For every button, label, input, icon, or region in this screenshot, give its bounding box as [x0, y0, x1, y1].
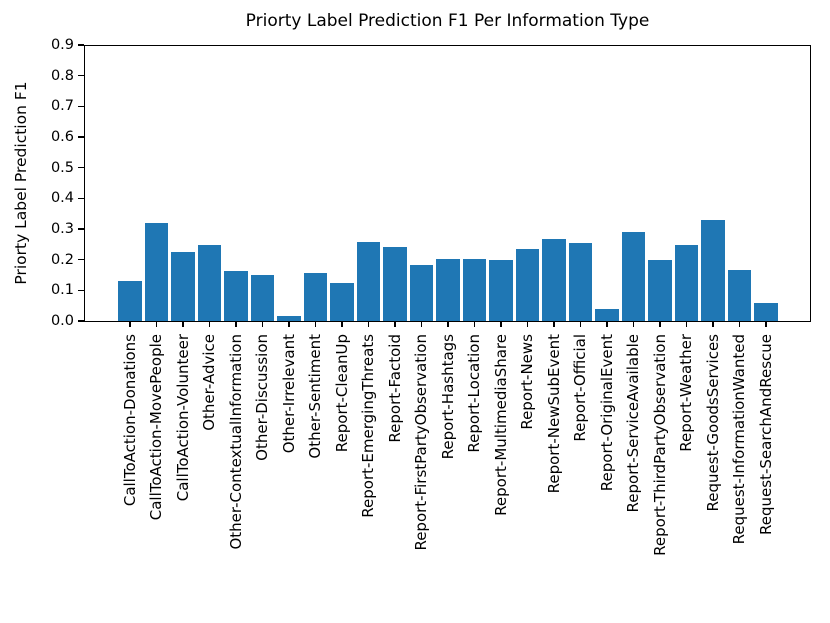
x-tick-mark	[182, 321, 184, 327]
x-tick-label: Request-GoodsServices	[703, 334, 722, 512]
x-tick-label: Request-SearchAndRescue	[756, 334, 775, 535]
bar	[303, 272, 328, 321]
x-tick-mark	[553, 321, 555, 327]
bar	[542, 238, 566, 321]
y-tick-label: 0.6	[50, 129, 74, 145]
bar	[727, 270, 752, 321]
y-tick-mark	[78, 228, 84, 230]
x-tick-mark	[367, 321, 370, 327]
bar	[409, 265, 434, 321]
bar	[489, 259, 513, 321]
bar	[197, 244, 222, 321]
y-tick-label: 0.3	[50, 221, 74, 237]
x-tick-mark	[579, 321, 582, 327]
x-tick-label: Other-ContextualInformation	[226, 334, 245, 550]
y-tick-mark	[78, 105, 84, 108]
bar	[277, 315, 301, 321]
x-tick-mark	[155, 321, 158, 327]
x-tick-mark	[765, 321, 767, 327]
bar	[436, 258, 460, 321]
y-tick-mark	[78, 74, 84, 77]
y-tick-label: 0.1	[50, 282, 74, 299]
bar	[118, 281, 142, 321]
y-tick-mark	[78, 136, 84, 138]
y-tick-mark	[78, 44, 84, 46]
x-tick-mark	[314, 321, 317, 327]
y-tick-mark	[78, 258, 84, 261]
chart-title: Priorty Label Prediction F1 Per Informat…	[245, 11, 650, 31]
x-tick-mark	[341, 321, 343, 327]
bar	[595, 308, 619, 321]
bar	[568, 242, 593, 321]
x-tick-mark	[129, 321, 131, 327]
x-tick-label: Other-Discussion	[253, 334, 271, 461]
bar	[674, 244, 699, 321]
x-tick-mark	[235, 321, 237, 327]
x-tick-label: Report-OriginalEvent	[597, 334, 616, 492]
x-tick-label: Report-ThirdPartyObservation	[650, 334, 669, 556]
x-tick-label: Report-Official	[571, 334, 589, 442]
bar	[648, 260, 672, 321]
bar	[356, 241, 381, 321]
x-tick-label: Report-Weather	[677, 334, 695, 452]
x-tick-label: Other-Sentiment	[306, 334, 324, 459]
x-tick-mark	[659, 321, 661, 327]
x-tick-label: Report-Location	[465, 334, 483, 453]
y-tick-label: 0.0	[50, 313, 74, 329]
x-tick-mark	[526, 321, 529, 327]
bar	[383, 247, 407, 321]
x-tick-mark	[473, 321, 476, 327]
x-tick-label: Report-News	[518, 334, 536, 430]
x-tick-mark	[447, 321, 449, 327]
bar	[330, 283, 354, 321]
x-tick-mark	[288, 321, 290, 327]
y-tick-mark	[78, 166, 84, 169]
x-tick-label: CallToAction-Volunteer	[173, 334, 192, 502]
y-tick-label: 0.9	[50, 37, 74, 53]
x-tick-mark	[261, 321, 264, 327]
x-tick-label: Report-MultimediaShare	[491, 334, 510, 516]
x-tick-label: Report-Hashtags	[438, 334, 457, 460]
x-tick-label: CallToAction-MovePeople	[147, 334, 165, 521]
bar	[515, 248, 540, 321]
bar	[754, 302, 778, 321]
y-tick-mark	[78, 197, 84, 200]
x-tick-mark	[606, 321, 608, 327]
x-tick-label: Report-NewSubEvent	[544, 334, 563, 494]
bar	[144, 223, 169, 321]
y-tick-label: 0.8	[50, 67, 74, 84]
bar	[224, 271, 248, 321]
y-tick-mark	[78, 320, 84, 322]
y-tick-label: 0.2	[50, 251, 74, 268]
x-tick-mark	[208, 321, 211, 327]
x-tick-label: Other-Advice	[200, 334, 218, 431]
bar	[621, 232, 646, 321]
x-tick-mark	[712, 321, 714, 327]
x-tick-label: Request-InformationWanted	[730, 334, 748, 545]
x-tick-label: Other-Irrelevant	[279, 334, 298, 454]
x-tick-mark	[738, 321, 741, 327]
bar	[701, 220, 725, 321]
x-tick-mark	[632, 321, 635, 327]
x-tick-label: Report-EmergingThreats	[359, 334, 377, 518]
x-tick-mark	[394, 321, 396, 327]
x-tick-mark	[500, 321, 502, 327]
x-tick-mark	[420, 321, 423, 327]
x-tick-mark	[685, 321, 688, 327]
y-tick-mark	[78, 289, 84, 292]
x-tick-label: Report-FirstPartyObservation	[412, 334, 430, 551]
y-tick-label: 0.7	[50, 98, 74, 115]
x-tick-label: Report-ServiceAvailable	[624, 334, 642, 513]
bar	[250, 274, 275, 321]
bar	[171, 251, 195, 321]
bar	[462, 258, 487, 321]
y-tick-label: 0.4	[50, 190, 74, 207]
y-tick-label: 0.5	[50, 159, 74, 176]
x-tick-label: CallToAction-Donations	[120, 334, 139, 507]
x-tick-label: Report-CleanUp	[332, 334, 351, 453]
x-tick-label: Report-Factoid	[385, 334, 404, 443]
